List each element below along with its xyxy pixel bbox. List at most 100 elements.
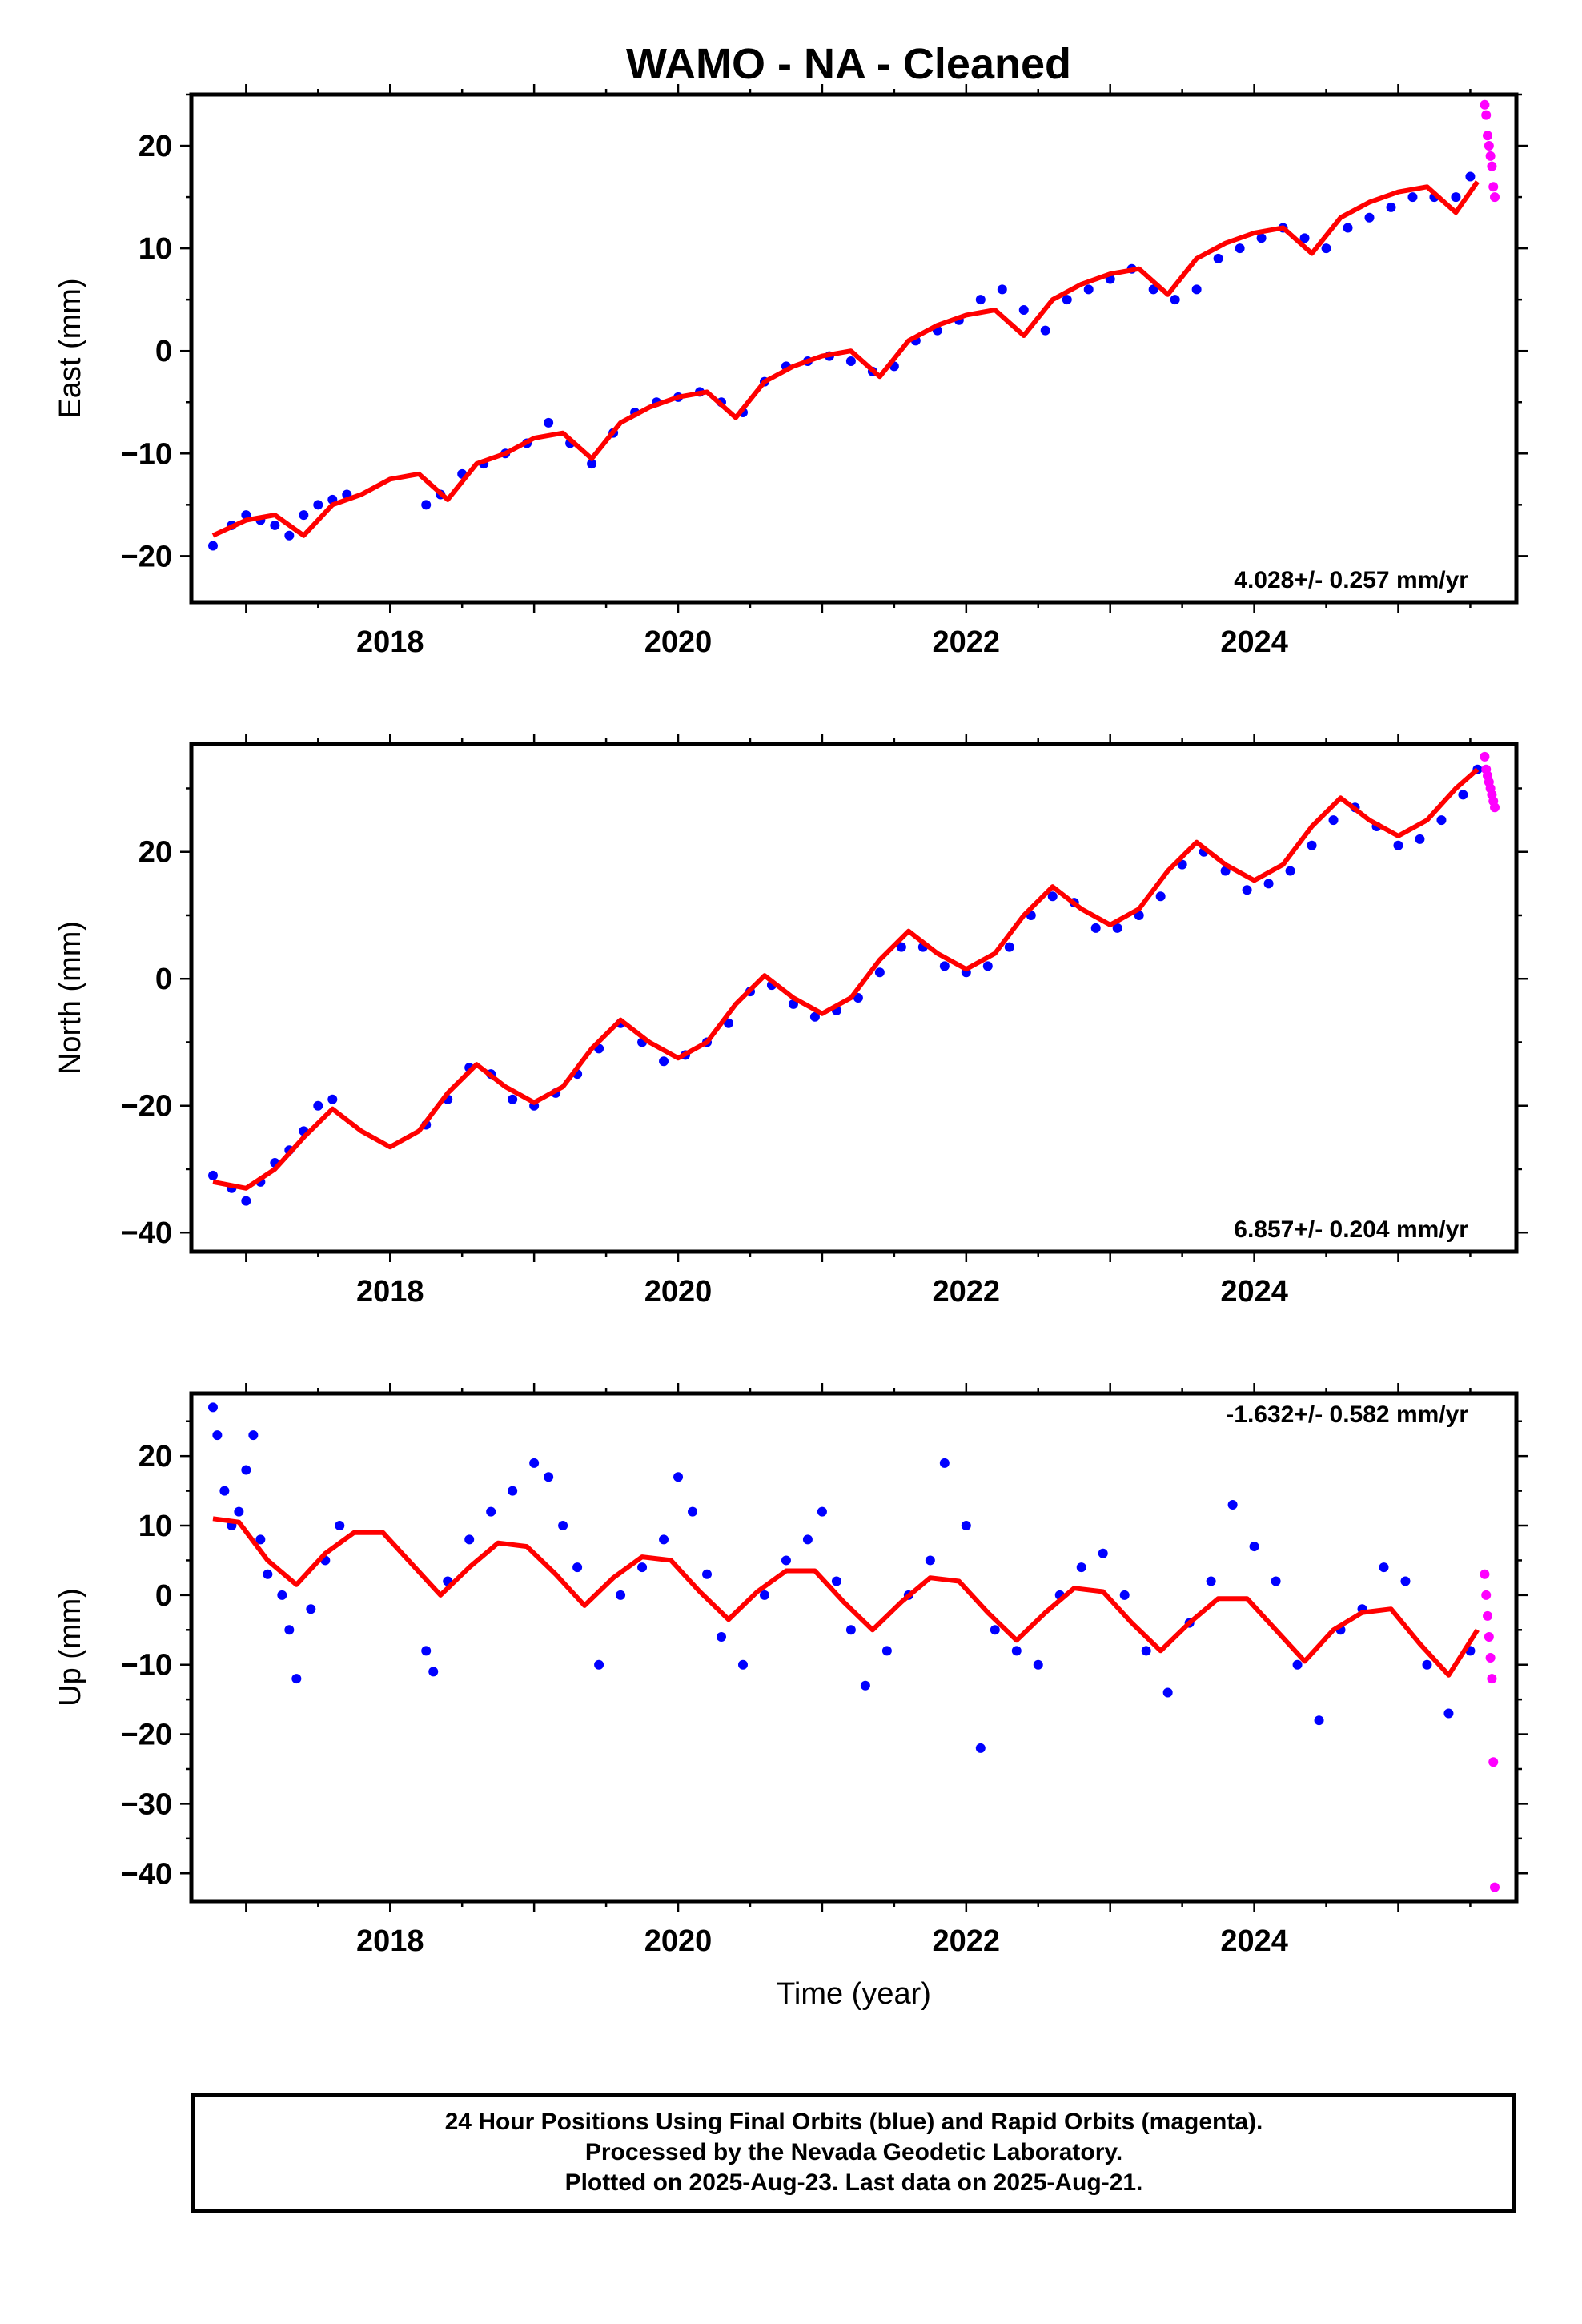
- final-orbit-point: [1249, 1542, 1259, 1552]
- final-orbit-point: [486, 1506, 496, 1517]
- y-tick-label: 10: [139, 232, 172, 266]
- final-orbit-point: [817, 1506, 827, 1517]
- final-orbit-point: [587, 459, 597, 469]
- final-orbit-point: [688, 1506, 698, 1517]
- panel-frame: [189, 1391, 1519, 1904]
- rapid-orbit-point: [1481, 110, 1492, 120]
- panel-data: [207, 99, 1500, 551]
- final-orbit-point: [1451, 192, 1461, 203]
- final-orbit-point: [207, 1170, 218, 1180]
- final-orbit-point: [306, 1604, 316, 1614]
- final-orbit-point: [234, 1506, 244, 1517]
- chart-title: WAMO - NA - Cleaned: [626, 40, 1071, 88]
- panel-3: 2018 2020 2022 2024 −40 −30 −20 −10 0 10 20 Up (mm)…: [54, 1383, 1528, 2011]
- final-orbit-point: [299, 510, 309, 521]
- y-tick-label: −10: [121, 437, 172, 471]
- final-orbit-point: [1090, 923, 1101, 933]
- final-orbit-point: [464, 1534, 475, 1545]
- x-tick-label: 2018: [356, 625, 424, 659]
- final-orbit-point: [1314, 1715, 1324, 1726]
- y-tick-label: −20: [121, 540, 172, 573]
- final-orbit-point: [1047, 891, 1058, 902]
- final-orbit-point: [263, 1569, 273, 1579]
- final-orbit-point: [544, 1472, 554, 1482]
- final-orbit-point: [284, 1625, 295, 1635]
- final-orbit-point: [781, 1555, 791, 1566]
- final-orbit-point: [1033, 1659, 1043, 1670]
- final-orbit-point: [1040, 325, 1050, 336]
- final-orbit-point: [1386, 202, 1396, 212]
- y-tick-label: −10: [121, 1649, 172, 1683]
- final-orbit-point: [1422, 1659, 1432, 1670]
- x-tick-label: 2018: [356, 1924, 424, 1958]
- final-orbit-point: [508, 1486, 518, 1496]
- footer-line-2: Processed by the Nevada Geodetic Laborat…: [584, 2139, 1123, 2165]
- final-orbit-point: [896, 942, 906, 952]
- rapid-orbit-point: [1483, 131, 1493, 141]
- y-tick-label: 0: [155, 1579, 172, 1613]
- rapid-orbit-point: [1481, 1590, 1492, 1600]
- panel-data: [207, 751, 1500, 1206]
- final-orbit-point: [1263, 879, 1274, 889]
- final-orbit-point: [1083, 284, 1094, 295]
- velocity-rate-label: -1.632+/- 0.582 mm/yr: [1226, 1401, 1468, 1428]
- final-orbit-point: [421, 500, 432, 510]
- final-orbit-point: [990, 1625, 1000, 1635]
- final-orbit-point: [327, 1094, 338, 1104]
- panel-1: 2018 2020 2022 2024 −20 −10 0 10 20 East (mm) 4.02…: [54, 84, 1528, 659]
- x-tick-label: 2022: [933, 1275, 1001, 1309]
- rapid-orbit-point: [1484, 141, 1494, 151]
- final-orbit-point: [1343, 223, 1353, 233]
- y-tick-label: −30: [121, 1787, 172, 1821]
- final-orbit-point: [1011, 1646, 1022, 1656]
- final-orbit-point: [874, 967, 885, 978]
- velocity-rate-label: 6.857+/- 0.204 mm/yr: [1234, 1216, 1468, 1243]
- final-orbit-point: [1256, 233, 1267, 243]
- y-axis-label: North (mm): [54, 921, 87, 1075]
- rapid-orbit-point: [1483, 1610, 1493, 1621]
- final-orbit-point: [737, 1659, 748, 1670]
- final-orbit-point: [1292, 1659, 1303, 1670]
- final-orbit-point: [637, 1562, 648, 1573]
- final-orbit-point: [616, 1590, 626, 1600]
- rapid-orbit-point: [1488, 1757, 1499, 1767]
- panel-data: [207, 1402, 1500, 1892]
- final-orbit-point: [1407, 192, 1418, 203]
- final-orbit-point: [659, 1534, 669, 1545]
- final-orbit-point: [1119, 1590, 1130, 1600]
- x-tick-label: 2024: [1220, 625, 1288, 659]
- rapid-orbit-point: [1480, 99, 1490, 110]
- final-orbit-point: [572, 1562, 583, 1573]
- final-orbit-point: [845, 356, 856, 367]
- final-orbit-point: [1299, 233, 1310, 243]
- final-orbit-point: [1227, 1499, 1238, 1510]
- panel-2: 2018 2020 2022 2024 −40 −20 0 20 North (mm) 6.857…: [54, 734, 1528, 1309]
- model-fit-line: [211, 180, 1480, 538]
- final-orbit-point: [207, 1402, 218, 1413]
- final-orbit-point: [982, 961, 993, 971]
- rapid-orbit-point: [1485, 1653, 1496, 1663]
- x-axis-label: Time (year): [777, 1977, 931, 2011]
- model-fit-line: [212, 767, 1480, 1191]
- final-orbit-point: [975, 1743, 986, 1753]
- y-tick-label: 20: [139, 836, 172, 870]
- final-orbit-point: [529, 1458, 540, 1468]
- final-orbit-point: [1393, 840, 1403, 850]
- final-orbit-point: [241, 1196, 251, 1206]
- final-orbit-point: [291, 1674, 302, 1684]
- final-orbit-point: [207, 541, 218, 551]
- final-orbit-point: [428, 1667, 439, 1677]
- y-tick-label: 20: [139, 1440, 172, 1474]
- final-orbit-point: [594, 1659, 604, 1670]
- rapid-orbit-point: [1487, 161, 1497, 171]
- final-orbit-point: [270, 520, 280, 530]
- x-tick-label: 2018: [356, 1275, 424, 1309]
- final-orbit-point: [1379, 1562, 1389, 1573]
- footer-line-1: 24 Hour Positions Using Final Orbits (bl…: [444, 2109, 1263, 2135]
- final-orbit-point: [313, 500, 323, 510]
- rapid-orbit-point: [1480, 751, 1490, 762]
- final-orbit-point: [335, 1521, 345, 1531]
- rapid-orbit-point: [1480, 1569, 1490, 1579]
- final-orbit-point: [255, 1534, 266, 1545]
